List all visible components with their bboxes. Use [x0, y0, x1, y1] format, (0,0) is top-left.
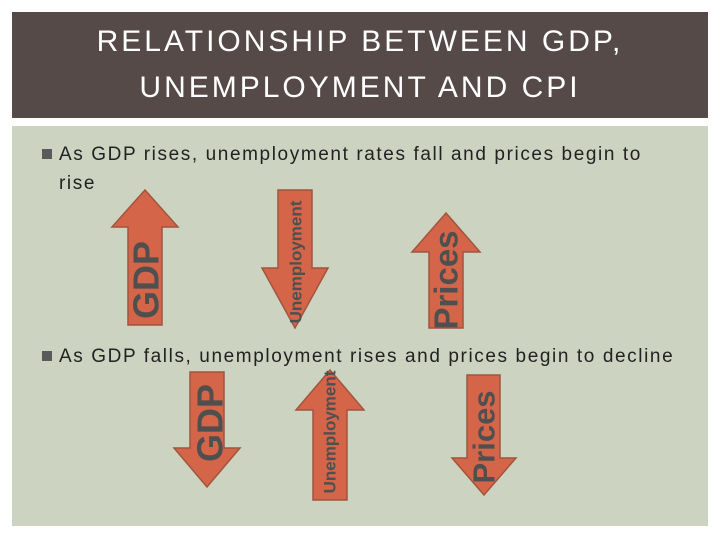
prices-up-arrow-icon: Prices [410, 211, 482, 330]
arrow-label-unemployment: Unemployment [287, 200, 306, 323]
bullet-square-icon [42, 351, 52, 361]
arrow-label-gdp: GDP [190, 384, 231, 462]
slide-title: RELATIONSHIP BETWEEN GDP, UNEMPLOYMENT A… [96, 25, 624, 104]
bullet-square-icon [42, 149, 52, 159]
unemployment-down-arrow-icon: Unemployment [260, 189, 330, 330]
bullet-gdp-falls: As GDP falls, unemployment rises and pri… [42, 342, 682, 371]
arrow-label-unemployment: Unemployment [321, 370, 340, 493]
bullet-gdp-rises: As GDP rises, unemployment rates fall an… [42, 140, 682, 198]
arrow-label-prices: Prices [467, 390, 502, 483]
gdp-up-arrow-icon: GDP [110, 188, 180, 326]
bullet-text: As GDP rises, unemployment rates fall an… [59, 144, 642, 194]
unemployment-up-arrow-icon: Unemployment [294, 368, 366, 501]
title-bar: RELATIONSHIP BETWEEN GDP, UNEMPLOYMENT A… [12, 12, 708, 118]
content-area: As GDP rises, unemployment rates fall an… [12, 126, 708, 526]
arrow-label-gdp: GDP [126, 241, 167, 319]
prices-down-arrow-icon: Prices [450, 374, 518, 497]
arrow-label-prices: Prices [428, 230, 465, 329]
bullet-text: As GDP falls, unemployment rises and pri… [59, 346, 675, 367]
gdp-down-arrow-icon: GDP [172, 371, 242, 489]
